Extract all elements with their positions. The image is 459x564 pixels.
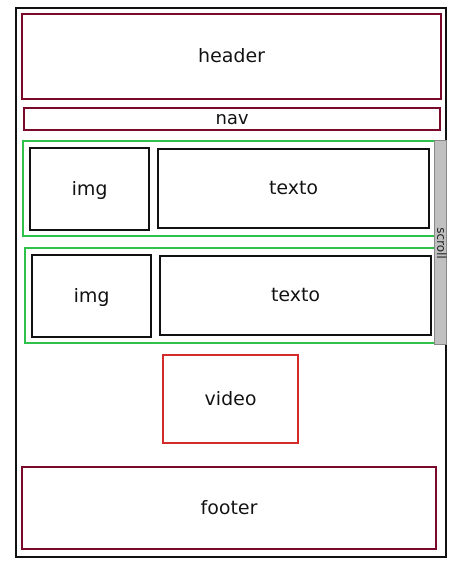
header-box: header (21, 13, 442, 100)
video-label: video (204, 387, 257, 410)
image-box-1: img (29, 147, 150, 231)
footer-box: footer (21, 466, 437, 550)
video-box: video (162, 354, 299, 444)
text-label-2: texto (270, 284, 321, 306)
text-box-1: texto (157, 148, 430, 229)
text-label-1: texto (268, 177, 319, 199)
image-box-2: img (31, 254, 152, 338)
image-label-1: img (71, 177, 108, 200)
scroll-label: scroll (433, 226, 448, 259)
text-box-2: texto (159, 255, 432, 336)
nav-label: nav (215, 108, 249, 129)
footer-label: footer (200, 496, 258, 519)
header-label: header (198, 45, 265, 67)
image-label-2: img (73, 284, 110, 307)
nav-box: nav (23, 107, 441, 131)
scrollbar[interactable]: scroll (433, 140, 448, 345)
